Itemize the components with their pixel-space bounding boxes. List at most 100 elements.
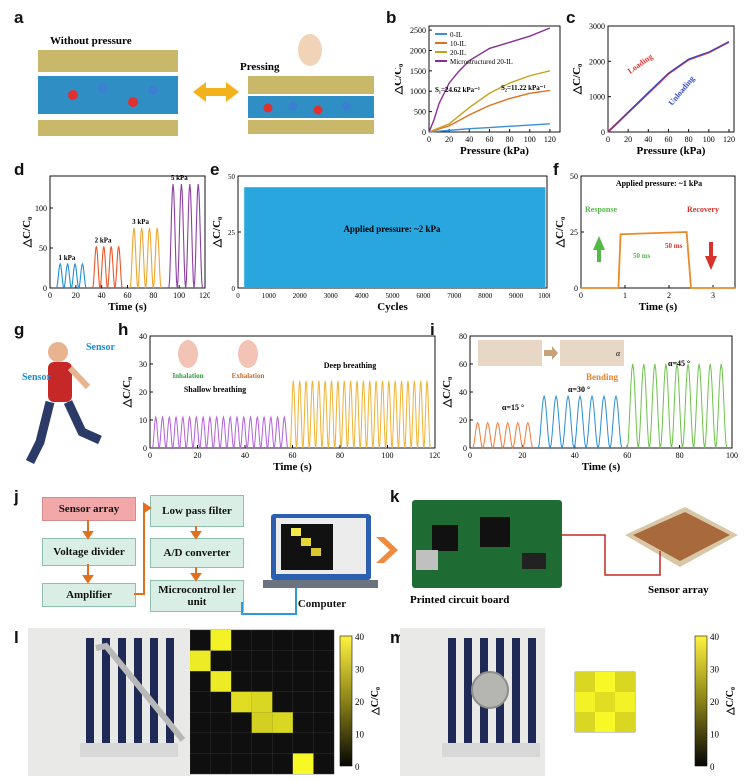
heatmap-cell bbox=[615, 692, 635, 712]
y-axis-label: △C/C₀ bbox=[555, 216, 566, 248]
x-tick-label: 0 bbox=[148, 451, 152, 460]
series-line-0 bbox=[428, 123, 550, 133]
x-tick-label: 60 bbox=[664, 135, 672, 144]
panel-g-runner: Sensor Sensor bbox=[22, 342, 115, 465]
heatmap-cell bbox=[575, 692, 595, 712]
y-tick-label: 20 bbox=[139, 388, 147, 397]
y-tick-label: 0 bbox=[43, 284, 47, 293]
y-tick-label: 50 bbox=[39, 244, 47, 253]
x-tick-label: 20 bbox=[624, 135, 632, 144]
computer-label: Computer bbox=[297, 598, 347, 610]
y-axis-label: △C/C₀ bbox=[441, 376, 453, 408]
x-tick-label: 40 bbox=[571, 451, 579, 460]
legend-entry-2: 20-IL bbox=[450, 49, 466, 57]
panel-label-f: f bbox=[553, 160, 559, 179]
panel-i-chart: 0 20 40 60 80 100 0 20 40 60 80 Time (s) △C/C₀ α=15 °… bbox=[441, 332, 738, 473]
pcb-label: Printed circuit board bbox=[410, 594, 509, 606]
pressure-tag-3: 5 kPa bbox=[171, 174, 188, 182]
y-tick-label: 1500 bbox=[410, 67, 426, 76]
panel-label-b: b bbox=[386, 8, 397, 27]
x-tick-label: 3 bbox=[711, 291, 715, 300]
y-tick-label: 0 bbox=[574, 284, 578, 293]
y-axis-label: △C/C₀ bbox=[572, 63, 583, 95]
x-tick-label: 0 bbox=[48, 291, 52, 300]
x-tick-label: 20 bbox=[72, 291, 80, 300]
y-tick-label: 25 bbox=[228, 229, 236, 237]
y-tick-label: 1000 bbox=[410, 87, 426, 96]
x-axis-label: Time (s) bbox=[582, 461, 621, 473]
without-pressure-label: Without pressure bbox=[50, 35, 132, 47]
x-tick-label: 5000 bbox=[386, 292, 401, 300]
pressure-trace-1 bbox=[92, 246, 123, 289]
x-tick-label: 6000 bbox=[416, 292, 431, 300]
heatmap-cell bbox=[272, 712, 293, 733]
dielectric-left bbox=[38, 76, 178, 114]
heatmap-cell bbox=[292, 753, 314, 774]
bending-trace-0 bbox=[472, 421, 534, 450]
x-tick-label: 60 bbox=[289, 451, 297, 460]
y-tick-label: 0 bbox=[601, 128, 605, 137]
y-tick-label: 10 bbox=[139, 416, 147, 425]
x-axis-label: Time (s) bbox=[108, 301, 147, 313]
cycling-band bbox=[244, 187, 546, 288]
loading-line bbox=[607, 41, 730, 133]
series-line-2 bbox=[428, 70, 551, 133]
x-axis-label: Time (s) bbox=[273, 461, 312, 473]
y-tick-label: 40 bbox=[139, 332, 147, 341]
x-tick-label: 100 bbox=[382, 451, 394, 460]
series-line-1 bbox=[428, 89, 551, 133]
heatmap-cell bbox=[575, 672, 595, 692]
flow-amplifier: Amplifier bbox=[42, 583, 136, 607]
pressure-tag-0: 1 kPa bbox=[58, 254, 75, 262]
lungs-icon bbox=[238, 340, 258, 368]
pressing-label: Pressing bbox=[240, 61, 280, 73]
pressure-trace-3 bbox=[168, 183, 203, 289]
y-tick-label: 100 bbox=[35, 204, 47, 213]
colorbar bbox=[694, 635, 708, 767]
x-tick-label: 80 bbox=[676, 451, 684, 460]
heatmap-cell bbox=[575, 712, 595, 732]
panel-label-g: g bbox=[14, 320, 25, 339]
recovery-time-label: 50 ms bbox=[665, 242, 683, 250]
x-tick-label: 80 bbox=[685, 135, 693, 144]
lungs-icon bbox=[178, 340, 198, 368]
panel-k-hardware: Printed circuit board Sensor array bbox=[410, 500, 738, 606]
panel-d-chart: 0 20 40 60 80 100 120 0 50 100 Time (s) △C/C₀ 1 kPa 2… bbox=[21, 174, 210, 313]
x-tick-label: 0 bbox=[579, 291, 583, 300]
s2-annotation: S₂=11.22 kPa⁻¹ bbox=[501, 84, 546, 92]
y-tick-label: 25 bbox=[570, 228, 578, 237]
x-tick-label: 100 bbox=[726, 451, 738, 460]
y-tick-label: 0 bbox=[463, 444, 467, 453]
panel-c-chart: 0 20 40 60 80 100 120 0 1000 2000 3000 Pressure (kP… bbox=[572, 22, 735, 157]
x-tick-label: 20 bbox=[445, 135, 453, 144]
x-tick-label: 60 bbox=[623, 451, 631, 460]
legend-entry-0: 0-IL bbox=[450, 31, 462, 39]
y-tick-label: 50 bbox=[228, 173, 236, 181]
sensor-label-1: Sensor bbox=[86, 342, 115, 353]
loading-label: Loading bbox=[626, 52, 654, 76]
heatmap-cell bbox=[210, 630, 232, 651]
panel-label-k: k bbox=[390, 487, 400, 506]
y-tick-label: 20 bbox=[459, 416, 467, 425]
y-tick-label: 1000 bbox=[589, 93, 605, 102]
colorbar-tick: 10 bbox=[355, 730, 365, 740]
x-axis-label: Pressure (kPa) bbox=[637, 145, 706, 157]
y-tick-label: 500 bbox=[414, 108, 426, 117]
colorbar bbox=[339, 635, 353, 767]
plot-frame bbox=[428, 25, 561, 133]
x-axis-label: Cycles bbox=[377, 301, 408, 313]
finger-photo-1 bbox=[478, 340, 542, 366]
plot-frame bbox=[607, 25, 735, 133]
panel-label-i: i bbox=[430, 320, 435, 339]
y-tick-label: 40 bbox=[459, 388, 467, 397]
x-tick-label: 2000 bbox=[293, 292, 308, 300]
y-axis-label: △C/C₀ bbox=[121, 376, 133, 408]
finger-photo-2 bbox=[560, 340, 624, 366]
pressure-tag-1: 2 kPa bbox=[95, 236, 112, 244]
flow-mcu: Microcontrol ler unit bbox=[150, 580, 244, 612]
x-tick-label: 60 bbox=[485, 135, 493, 144]
y-tick-label: 2000 bbox=[410, 46, 426, 55]
panel-label-h: h bbox=[118, 320, 129, 339]
x-tick-label: 0 bbox=[468, 451, 472, 460]
x-tick-label: 80 bbox=[506, 135, 514, 144]
